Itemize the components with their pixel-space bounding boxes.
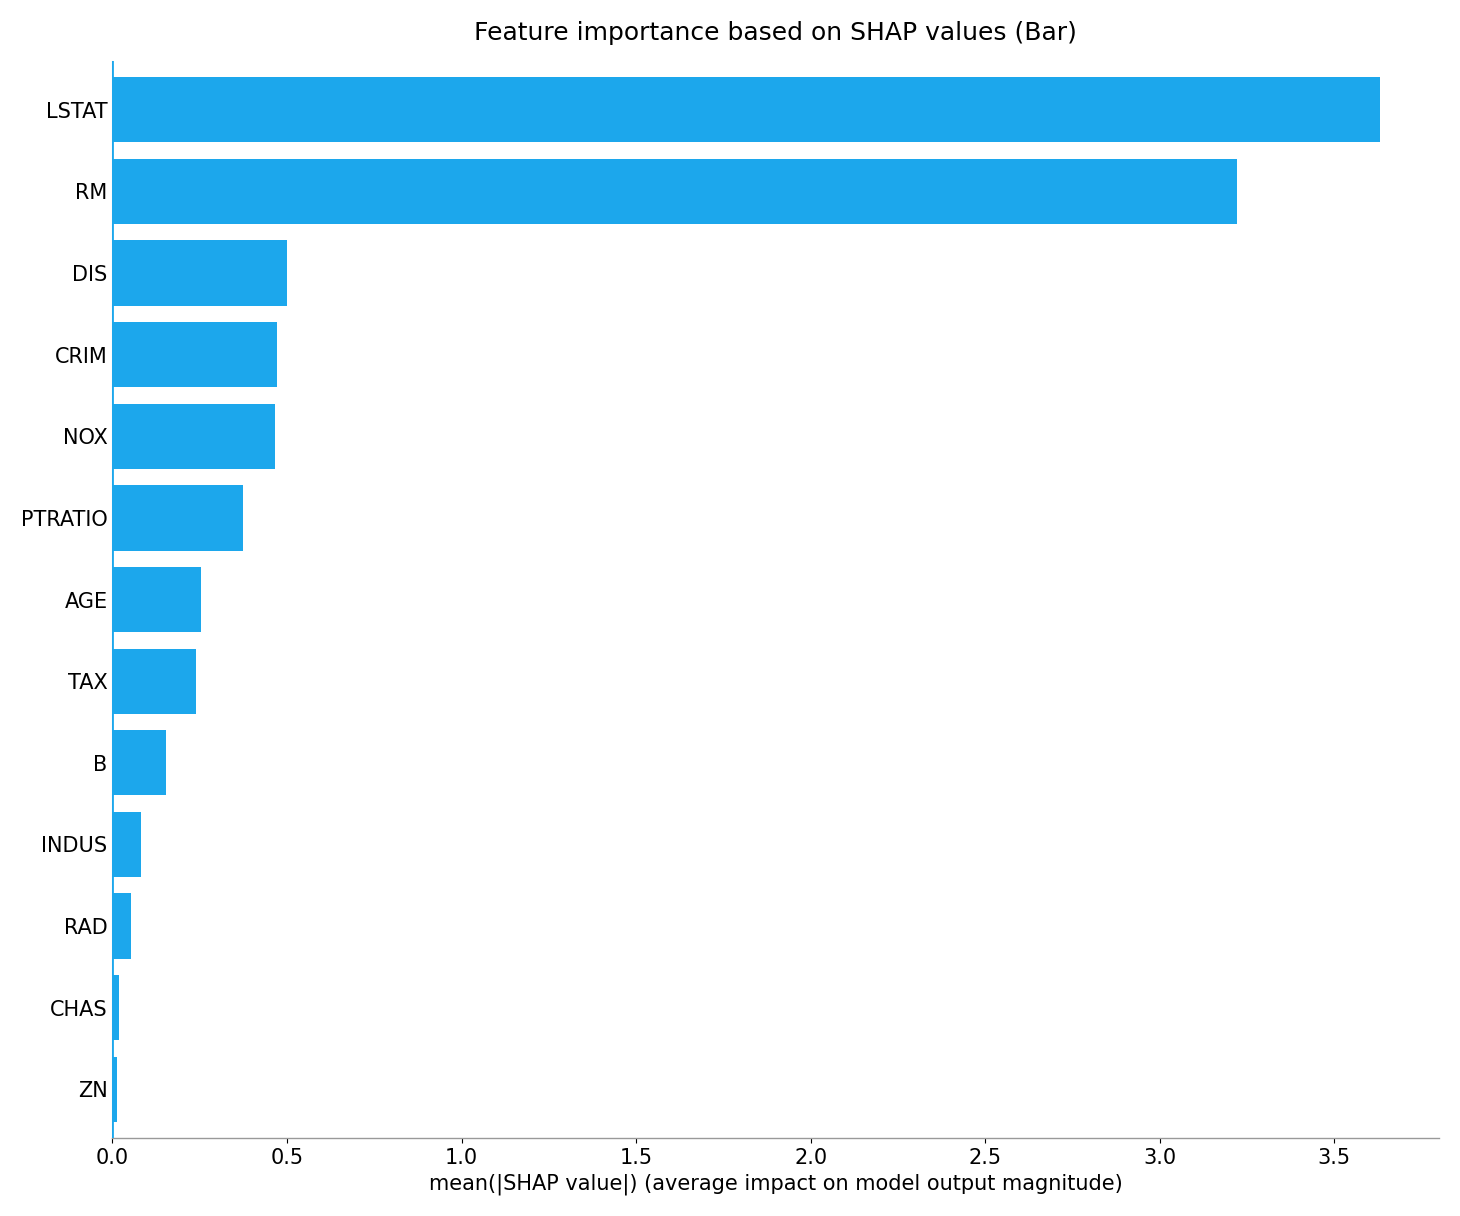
Bar [112, 648, 196, 714]
Bar [112, 485, 244, 551]
Title: Feature importance based on SHAP values (Bar): Feature importance based on SHAP values … [474, 21, 1077, 45]
Bar [112, 975, 118, 1041]
Bar [112, 158, 1237, 224]
Bar [112, 404, 274, 469]
Bar [112, 567, 201, 632]
Bar [112, 894, 130, 958]
Bar [112, 812, 142, 877]
Bar [112, 241, 288, 305]
Bar [112, 1057, 117, 1122]
Bar [112, 77, 1380, 142]
X-axis label: mean(|SHAP value|) (average impact on model output magnitude): mean(|SHAP value|) (average impact on mo… [429, 1173, 1123, 1195]
Bar [112, 322, 276, 387]
Bar [112, 730, 165, 795]
